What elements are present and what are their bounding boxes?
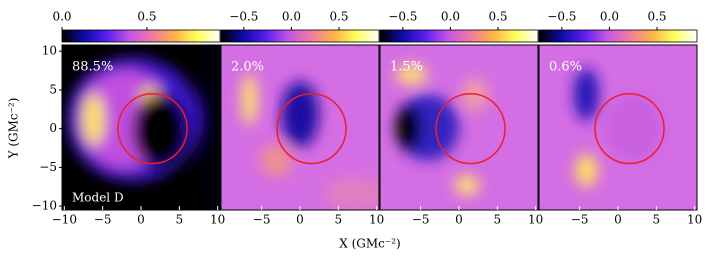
ring [435,93,506,165]
y-tick-label: 10 [42,44,57,58]
y-tick-label: 5 [49,82,57,96]
x-tick-label: 5 [494,213,502,227]
annotation: 1.5% [390,60,423,75]
ring [117,93,188,165]
colorbar-tick-label: 0.0 [52,10,71,24]
x-tick-label: 5 [176,213,184,227]
x-tick-label: 0 [137,213,145,227]
annotation: 0.6% [549,60,582,75]
x-tick-label: 5 [653,213,661,227]
image-feature [241,73,258,126]
image-feature [605,94,663,161]
annotation: 2.0% [231,60,264,75]
image-feature [573,68,600,121]
x-tick-label: 10 [369,213,384,227]
colorbar-tick-label: 0.5 [329,10,348,24]
image-features [573,68,663,187]
x-tick-label: 5 [335,213,343,227]
y-tick-label: 0 [49,121,57,135]
image-features [241,73,379,210]
colorbar [61,29,221,43]
colorbar-tick-label: 0.5 [488,10,507,24]
image-feature [454,175,480,196]
image-panel [380,45,538,210]
x-tick-label: 10 [210,213,225,227]
y-axis-label: Y (GMc⁻²) [7,98,21,160]
model-label: Model D [72,191,124,205]
x-tick-label: −5 [412,213,430,227]
image-feature [281,81,319,148]
image-feature [199,45,220,210]
x-tick-label: −5 [571,213,589,227]
image-feature [395,104,422,151]
x-tick-label: 0 [455,213,463,227]
colorbar-tick-label: 0.5 [137,10,156,24]
ring [276,93,347,165]
colorbar [538,29,698,43]
colorbar-tick-label: 0.0 [282,10,301,24]
x-tick-label: −10 [52,213,77,227]
x-tick-label: 0 [296,213,304,227]
y-tick-label: −5 [39,160,57,174]
annotation: 88.5% [72,60,113,75]
image-feature [323,177,379,210]
image-feature [395,64,428,85]
image-feature [82,92,105,146]
x-tick-label: 10 [528,213,543,227]
image-feature [133,94,187,168]
colorbar-tick-label: 0.0 [600,10,619,24]
y-tick-label: −10 [32,199,57,213]
colorbar-tick-label: 0.0 [441,10,460,24]
colorbar-tick-label: 0.5 [647,10,666,24]
colorbar-tick-label: −0.5 [547,10,576,24]
colorbar [379,29,539,43]
x-tick-label: −5 [94,213,112,227]
image-panel [221,45,379,210]
colorbar-tick-label: −0.5 [388,10,417,24]
x-axis-label: X (GMc⁻²) [339,237,400,251]
x-tick-label: 0 [614,213,622,227]
x-tick-label: 10 [687,213,702,227]
image-panel [539,45,697,210]
x-tick-label: −5 [253,213,271,227]
image-features [66,45,220,210]
image-panel [62,45,220,210]
colorbar-tick-label: −0.5 [229,10,258,24]
image-feature [575,153,598,187]
image-feature [260,144,293,177]
ring [594,93,665,165]
colorbar [220,29,380,43]
